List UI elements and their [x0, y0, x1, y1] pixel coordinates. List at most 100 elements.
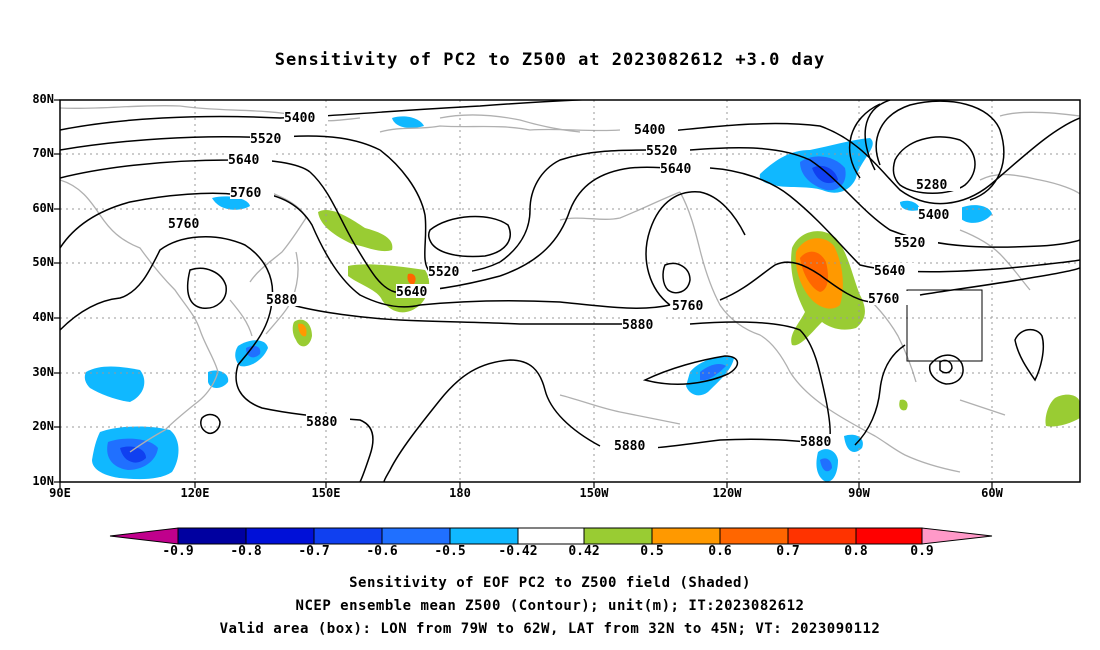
shade-negative [212, 196, 250, 210]
lon-label: 180 [449, 486, 471, 500]
caption-line-3: Valid area (box): LON from 79W to 62W, L… [219, 621, 881, 637]
closed-high-scs [200, 413, 221, 434]
closed-high-atlantic [928, 354, 964, 385]
contour-label: 5880 [306, 415, 337, 430]
shade-negative [820, 458, 832, 472]
shade-positive [1045, 394, 1080, 427]
contour-label: 5760 [168, 217, 199, 232]
colorbar-arrow-right [921, 527, 993, 545]
colorbar-label: 0.8 [844, 544, 868, 559]
contour-5520 [379, 149, 501, 275]
lon-label: 90E [49, 486, 71, 500]
coastlines [60, 104, 1080, 473]
colorbar-swatch [719, 527, 789, 545]
contour-label: 5640 [660, 162, 691, 177]
colorbar [109, 527, 993, 545]
contour-label: 5880 [266, 293, 297, 308]
closed-low-pacific [427, 215, 511, 258]
contour-5760 [919, 267, 1080, 296]
colorbar-swatch [245, 527, 315, 545]
contour-5520 [689, 146, 1080, 248]
contour-label: 5880 [800, 435, 831, 450]
contour-5760 [251, 191, 421, 308]
colorbar-swatch [517, 527, 585, 545]
contour-5760 [60, 192, 231, 249]
contour-5400 [60, 100, 595, 131]
closed-low-5280 [892, 136, 976, 194]
colorbar-label: 0.7 [776, 544, 800, 559]
tick-marks [54, 99, 993, 488]
lat-label: 50N [32, 255, 54, 269]
shade-positive [899, 399, 908, 411]
colorbar-swatch [583, 527, 653, 545]
contour-5880 [629, 438, 829, 450]
colorbar-label: -0.8 [230, 544, 262, 559]
contour-label: 5400 [284, 111, 315, 126]
shade-negative [812, 165, 838, 184]
lat-label: 10N [32, 474, 54, 488]
colorbar-label: -0.7 [298, 544, 330, 559]
contour-label: 5520 [646, 144, 677, 159]
contour-5880 [60, 236, 374, 482]
contour-5760 [419, 300, 671, 309]
lat-label: 40N [32, 310, 54, 324]
colorbar-label: -0.9 [162, 544, 194, 559]
shade-negative [84, 366, 145, 402]
lon-label: 120W [712, 486, 742, 500]
contour-label: 5880 [614, 439, 645, 454]
closed-low-west [662, 262, 691, 294]
contour-5520 [60, 135, 381, 151]
contour-5640 [309, 171, 501, 293]
colorbar-label: 0.6 [708, 544, 732, 559]
grid-lines [60, 100, 1080, 482]
contour-label: 5760 [230, 186, 261, 201]
shade-negative [120, 446, 146, 463]
shade-positive [407, 273, 416, 285]
contour-label: 5520 [894, 236, 925, 251]
contour-5640 [709, 167, 1080, 273]
plot-frame [59, 99, 1081, 483]
lon-label: 90W [848, 486, 870, 500]
closed-high-atlantic [939, 359, 953, 374]
contour-label: 5640 [228, 153, 259, 168]
shade-positive [318, 210, 393, 252]
contour-5520 [499, 149, 651, 263]
valid-area-box [906, 289, 983, 362]
sensitivity-shading [84, 116, 1080, 482]
colorbar-swatch [177, 527, 247, 545]
closed-low-5280 [875, 100, 1005, 201]
contour-label: 5640 [396, 285, 427, 300]
closed-low-5280 [864, 100, 891, 171]
closed-high-atlantic [1014, 328, 1045, 382]
colorbar-swatch [381, 527, 451, 545]
colorbar-swatch [313, 527, 383, 545]
lon-label: 60W [981, 486, 1003, 500]
caption-line-2: NCEP ensemble mean Z500 (Contour); unit(… [295, 598, 805, 614]
closed-low-asia [186, 267, 227, 309]
colorbar-label: 0.42 [568, 544, 600, 559]
lat-label: 30N [32, 365, 54, 379]
contour-5880 [295, 305, 630, 325]
contour-5760 [719, 261, 871, 303]
lon-label: 150E [311, 486, 341, 500]
shade-negative [392, 116, 424, 128]
contour-label-group: 5400 5520 5640 5760 5760 5880 5880 5520 … [168, 110, 962, 454]
colorbar-label: 0.9 [910, 544, 934, 559]
contour-label: 5760 [672, 299, 703, 314]
contour-label: 5760 [868, 292, 899, 307]
lon-label: 120E [180, 486, 210, 500]
lat-label: 70N [32, 146, 54, 160]
contour-5760 [645, 191, 746, 306]
contour-5400 [659, 117, 1080, 205]
colorbar-label: -0.5 [434, 544, 466, 559]
contour-5880 [383, 359, 601, 482]
contour-5880 [689, 321, 831, 446]
contour-label: 5280 [916, 178, 947, 193]
contour-label: 5400 [634, 123, 665, 138]
contour-label: 5520 [250, 132, 281, 147]
shade-negative [700, 364, 726, 381]
colorbar-label: 0.5 [640, 544, 664, 559]
contour-5880 [642, 355, 739, 385]
lat-label: 80N [32, 92, 54, 106]
